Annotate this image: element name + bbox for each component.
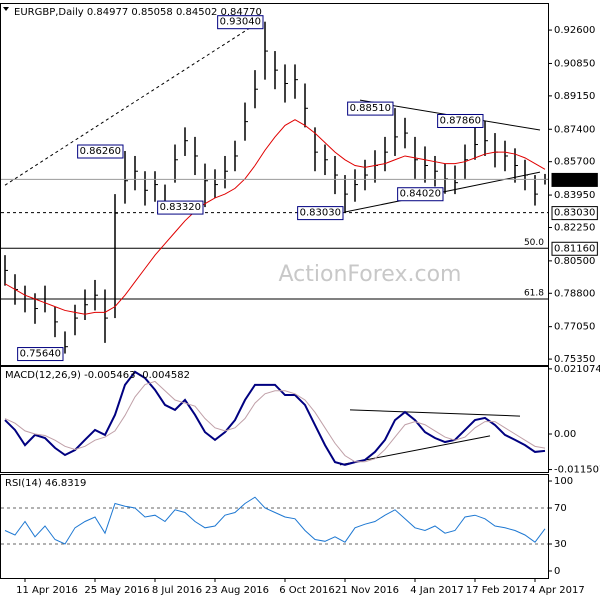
annotation: 0.87860 — [440, 115, 481, 126]
y-tick-label: 0.77050 — [554, 322, 595, 333]
watermark: ActionForex.com — [279, 262, 462, 287]
x-tick-label: 6 Oct 2016 — [279, 585, 334, 596]
panel-frame — [0, 3, 549, 366]
panel-title: EURGBP,Daily 0.84977 0.85058 0.84502 0.8… — [14, 7, 262, 18]
y-tick-label: 0.021074 — [554, 364, 600, 375]
panel-title: MACD(12,26,9) -0.005463 -0.004582 — [5, 370, 190, 381]
x-tick-label: 8 Jul 2016 — [152, 585, 202, 596]
label-box — [77, 144, 124, 159]
indicator-line — [4, 380, 546, 463]
y-tick-label: 0.92600 — [554, 25, 595, 36]
panel-frame — [0, 366, 549, 473]
x-tick-label: 23 Aug 2016 — [205, 585, 269, 596]
price-label: 0.83030 — [554, 208, 595, 219]
y-tick-label: 0.82250 — [554, 222, 595, 233]
trendline — [4, 19, 263, 186]
annotation: 0.83320 — [160, 202, 201, 213]
y-tick-label: 100 — [554, 476, 573, 487]
x-tick-label: 17 Feb 2017 — [466, 585, 528, 596]
y-tick-label: 0.87400 — [554, 124, 595, 135]
y-tick-label: 30 — [554, 539, 567, 550]
x-tick-label: 4 Jan 2017 — [410, 585, 464, 596]
label-box — [397, 187, 444, 202]
annotation: 0.84020 — [400, 189, 441, 200]
y-tick-label: 0 — [554, 566, 560, 577]
annotation: 0.75640 — [20, 349, 61, 360]
y-tick-label: 70 — [554, 503, 567, 514]
label-box — [17, 347, 64, 362]
indicator-line — [4, 496, 546, 545]
y-tick-label: 0.85700 — [554, 157, 595, 168]
label-box — [347, 101, 394, 116]
y-tick-label: 0.75350 — [554, 354, 595, 365]
label-box — [297, 206, 344, 221]
x-tick-label: 4 Apr 2017 — [529, 585, 584, 596]
annotation: 0.88510 — [350, 103, 391, 114]
menu-icon — [3, 7, 9, 11]
y-tick-label: 0.83950 — [554, 190, 595, 201]
label-box — [157, 200, 204, 215]
label-box — [551, 172, 598, 187]
trendline — [349, 409, 521, 417]
y-tick-label: 0.00 — [554, 429, 576, 440]
panel-frame — [0, 474, 549, 579]
level-label: 50.0 — [524, 238, 544, 248]
y-tick-label: 0.80500 — [554, 256, 595, 267]
x-tick-label: 11 Apr 2016 — [16, 585, 78, 596]
y-tick-label: 0.89150 — [554, 91, 595, 102]
y-tick-label: 0.90850 — [554, 58, 595, 69]
annotation: 0.86260 — [80, 146, 121, 157]
x-tick-label: 25 May 2016 — [84, 585, 149, 596]
moving-average — [4, 119, 546, 315]
y-tick-label: 0.78800 — [554, 288, 595, 299]
y-tick-label: -0.011507 — [554, 465, 600, 476]
label-box — [551, 206, 598, 221]
label-box — [217, 15, 264, 30]
annotation: 0.83030 — [300, 208, 341, 219]
label-box — [437, 113, 484, 128]
price-label: 0.84770 — [554, 174, 595, 185]
label-box — [551, 241, 598, 256]
price-label: 0.81160 — [554, 243, 595, 254]
level-label: 61.8 — [524, 289, 544, 299]
x-tick-label: 21 Nov 2016 — [335, 585, 399, 596]
panel-title: RSI(14) 46.8319 — [5, 478, 86, 489]
annotation: 0.93040 — [220, 17, 261, 28]
